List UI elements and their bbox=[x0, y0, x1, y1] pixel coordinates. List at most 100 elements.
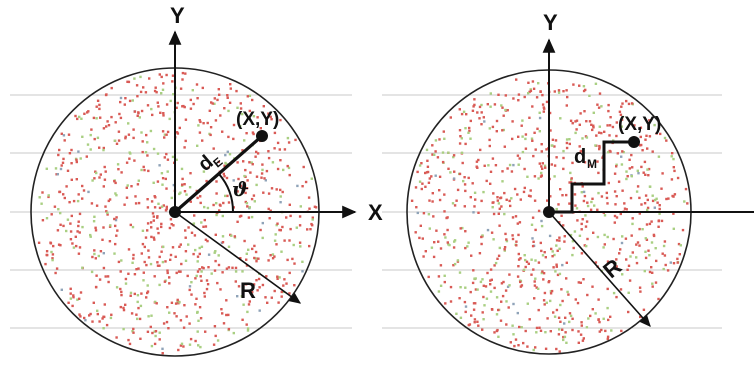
scatter-dot bbox=[578, 234, 582, 237]
scatter-dot bbox=[597, 298, 600, 301]
scatter-dot bbox=[485, 179, 488, 183]
scatter-dot bbox=[158, 338, 161, 341]
scatter-dot bbox=[139, 75, 142, 79]
scatter-dot bbox=[553, 175, 556, 178]
scatter-dot bbox=[282, 168, 285, 172]
scatter-dot bbox=[483, 304, 486, 307]
scatter-dot bbox=[134, 202, 138, 205]
scatter-dot bbox=[151, 113, 154, 117]
scatter-dot bbox=[621, 273, 624, 276]
scatter-dot bbox=[184, 229, 187, 232]
scatter-dot bbox=[218, 209, 221, 212]
scatter-dot bbox=[676, 261, 679, 264]
scatter-dot bbox=[90, 270, 94, 274]
scatter-dot bbox=[609, 150, 612, 153]
scatter-dot bbox=[146, 206, 150, 209]
scatter-dot bbox=[120, 293, 123, 297]
scatter-dot bbox=[580, 222, 583, 226]
scatter-dot bbox=[155, 302, 158, 305]
scatter-dot bbox=[665, 197, 668, 201]
scatter-dot bbox=[663, 254, 667, 257]
scatter-dot bbox=[243, 174, 246, 178]
scatter-dot bbox=[176, 101, 179, 105]
scatter-dot bbox=[565, 341, 568, 344]
scatter-dot bbox=[531, 216, 535, 219]
scatter-dot bbox=[280, 295, 283, 298]
scatter-dot bbox=[464, 142, 467, 146]
scatter-dot bbox=[196, 311, 199, 314]
scatter-dot bbox=[286, 164, 289, 168]
scatter-dot bbox=[225, 163, 228, 166]
scatter-dot bbox=[41, 219, 45, 222]
scatter-dot bbox=[427, 213, 431, 216]
scatter-dot bbox=[185, 315, 188, 318]
scatter-dot bbox=[534, 148, 537, 151]
scatter-dot bbox=[563, 322, 566, 325]
scatter-dot bbox=[142, 165, 145, 169]
scatter-dot bbox=[463, 205, 466, 208]
scatter-dot bbox=[581, 218, 584, 221]
scatter-dot bbox=[248, 161, 251, 164]
scatter-dot bbox=[87, 190, 90, 194]
scatter-dot bbox=[184, 250, 188, 253]
scatter-dot bbox=[251, 247, 254, 251]
scatter-dot bbox=[199, 317, 203, 320]
scatter-dot bbox=[540, 174, 543, 177]
scatter-dot bbox=[206, 121, 209, 125]
scatter-dot bbox=[108, 225, 112, 228]
scatter-dot bbox=[553, 90, 556, 93]
scatter-dot bbox=[282, 284, 285, 287]
scatter-dot bbox=[189, 172, 192, 175]
scatter-dot bbox=[107, 124, 111, 127]
scatter-dot bbox=[280, 250, 283, 253]
scatter-dot bbox=[437, 275, 441, 278]
scatter-dot bbox=[526, 302, 529, 305]
scatter-dot bbox=[443, 193, 446, 196]
scatter-dot bbox=[89, 133, 92, 137]
scatter-dot bbox=[288, 203, 291, 206]
scatter-dot bbox=[438, 175, 442, 178]
scatter-dot bbox=[145, 296, 148, 299]
scatter-dot bbox=[174, 302, 178, 305]
scatter-dot bbox=[602, 317, 605, 320]
scatter-dot bbox=[422, 212, 426, 215]
scatter-dot bbox=[489, 170, 493, 173]
scatter-dot bbox=[204, 330, 207, 333]
left-radius-arrow bbox=[174, 211, 302, 304]
scatter-dot bbox=[164, 177, 167, 181]
scatter-dot bbox=[422, 255, 425, 258]
scatter-dot bbox=[217, 88, 220, 91]
scatter-dot bbox=[659, 132, 662, 136]
scatter-dot bbox=[491, 125, 495, 129]
scatter-dot bbox=[75, 160, 78, 164]
scatter-dot bbox=[213, 102, 216, 105]
scatter-dot bbox=[228, 101, 232, 104]
scatter-dot bbox=[244, 168, 247, 172]
scatter-dot bbox=[46, 253, 49, 257]
scatter-dot bbox=[165, 103, 169, 106]
scatter-dot bbox=[598, 144, 601, 148]
scatter-dot bbox=[580, 252, 584, 255]
scatter-dot bbox=[572, 246, 575, 250]
scatter-dot bbox=[568, 202, 571, 205]
scatter-dot bbox=[568, 138, 571, 141]
scatter-dot bbox=[544, 166, 547, 169]
scatter-dot bbox=[247, 303, 251, 306]
scatter-dot bbox=[583, 110, 586, 113]
scatter-dot bbox=[105, 210, 108, 213]
scatter-dot bbox=[660, 187, 663, 190]
scatter-dot bbox=[452, 246, 456, 249]
scatter-dot bbox=[477, 158, 480, 162]
scatter-dot bbox=[530, 137, 534, 140]
scatter-dot bbox=[221, 271, 224, 274]
scatter-dot bbox=[109, 224, 112, 227]
scatter-dot bbox=[222, 322, 226, 325]
scatter-dot bbox=[308, 244, 311, 248]
scatter-dot bbox=[142, 279, 145, 282]
scatter-dot bbox=[676, 257, 679, 261]
scatter-dot bbox=[472, 105, 475, 108]
scatter-dot bbox=[646, 208, 649, 212]
scatter-dot bbox=[76, 117, 79, 121]
scatter-dot bbox=[618, 110, 622, 113]
scatter-dot bbox=[565, 261, 568, 264]
